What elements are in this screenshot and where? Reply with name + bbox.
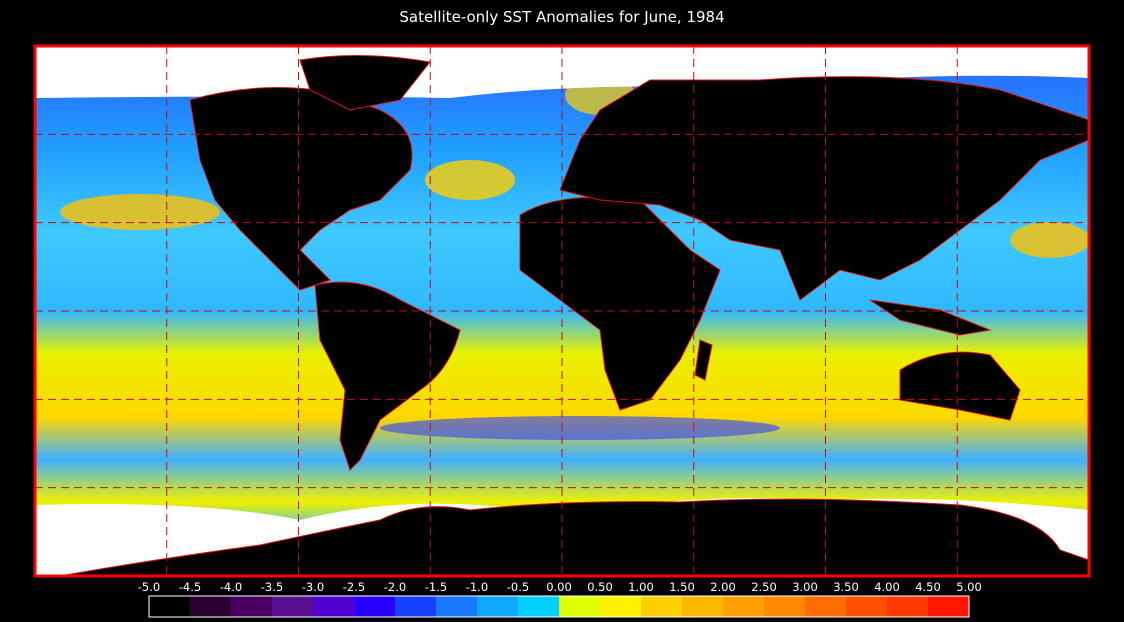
colorbar-label: -5.0 — [138, 580, 160, 594]
map-frame — [33, 44, 1091, 578]
colorbar-label: -0.5 — [507, 580, 529, 594]
madagascar — [694, 339, 713, 381]
anomaly-patch — [425, 160, 515, 200]
colorbar-label: 2.00 — [710, 580, 736, 594]
map — [33, 44, 1091, 578]
colorbar-label: 4.50 — [915, 580, 941, 594]
south-america — [314, 281, 461, 471]
graticule — [35, 46, 1089, 576]
colorbar-swatch — [313, 596, 354, 617]
colorbar-swatch — [682, 596, 723, 617]
colorbar-label: -4.5 — [179, 580, 201, 594]
colorbar-swatch — [272, 596, 313, 617]
north-america — [189, 87, 413, 291]
colorbar-label: 2.50 — [751, 580, 777, 594]
colorbar-label: -2.0 — [384, 580, 406, 594]
colorbar-label: 5.00 — [956, 580, 982, 594]
indonesia — [869, 299, 992, 336]
greenland — [299, 54, 431, 111]
australia — [899, 351, 1021, 421]
colorbar-label: -1.5 — [425, 580, 447, 594]
colorbar-label: 3.00 — [792, 580, 818, 594]
colorbar-label: -3.0 — [302, 580, 324, 594]
colorbar-frame — [148, 595, 970, 618]
colorbar-label: 1.00 — [628, 580, 654, 594]
colorbar-swatch — [641, 596, 682, 617]
antarctica — [59, 498, 1090, 577]
colorbar-swatch — [477, 596, 518, 617]
colorbar-swatch — [846, 596, 887, 617]
colorbar-label: 0.50 — [587, 580, 613, 594]
map-title: Satellite-only SST Anomalies for June, 1… — [399, 8, 724, 26]
colorbar-label: -4.0 — [220, 580, 242, 594]
colorbar-swatch — [723, 596, 764, 617]
colorbar-swatch — [518, 596, 559, 617]
colorbar-label: -2.5 — [343, 580, 365, 594]
colorbar-swatch — [805, 596, 846, 617]
colorbar-swatch — [354, 596, 395, 617]
colorbar-label: 4.00 — [874, 580, 900, 594]
colorbar-swatch — [395, 596, 436, 617]
colorbar-label: 1.50 — [669, 580, 695, 594]
colorbar-label: -1.0 — [466, 580, 488, 594]
colorbar-swatch — [149, 596, 190, 617]
colorbar-swatch — [928, 596, 969, 617]
colorbar: -5.0 -4.5 -4.0 -3.5 -3.0 -2.5 -2.0 -1.5 -1.0 -0.5… — [138, 580, 982, 618]
colorbar-swatch — [559, 596, 600, 617]
anomaly-patch — [380, 416, 780, 440]
colorbar-swatch — [190, 596, 231, 617]
colorbar-label: -3.5 — [261, 580, 283, 594]
colorbar-swatch — [887, 596, 928, 617]
colorbar-label: 3.50 — [833, 580, 859, 594]
anomaly-patch — [60, 194, 220, 230]
colorbar-label: 0.00 — [546, 580, 572, 594]
anomaly-patch — [1010, 222, 1090, 258]
colorbar-swatch — [231, 596, 272, 617]
colorbar-swatch — [600, 596, 641, 617]
eurasia — [559, 76, 1090, 301]
colorbar-swatch — [436, 596, 477, 617]
colorbar-swatch — [764, 596, 805, 617]
